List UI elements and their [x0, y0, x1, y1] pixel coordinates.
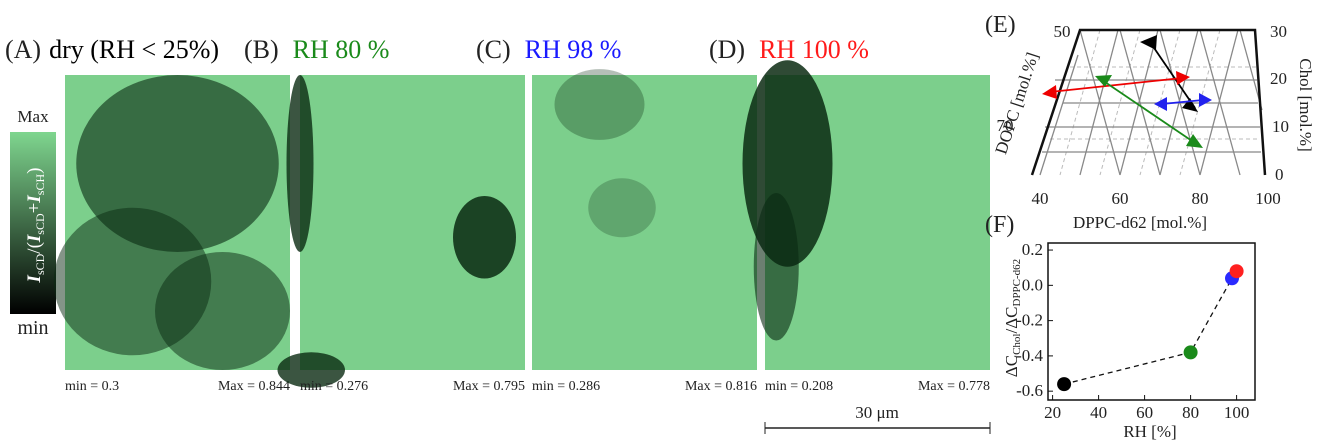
y-tick-label: 0.0 — [1022, 275, 1043, 294]
panel-label: (B) — [244, 35, 279, 64]
micrograph-domain — [286, 75, 314, 252]
y-tick-label: -0.2 — [1016, 311, 1043, 330]
panel-condition: dry (RH < 25%) — [49, 35, 219, 64]
y-axis-label: ΔCChol/ΔCDPPC-d62 — [1002, 259, 1023, 377]
tick-label: 50 — [1054, 22, 1071, 41]
tick-label: 10 — [1272, 117, 1289, 136]
ternary-frame — [1030, 28, 1267, 176]
y-tick-label: -0.6 — [1016, 381, 1043, 400]
max-label: Max = 0.844 — [218, 379, 290, 394]
scale-bar-label: 30 μm — [855, 403, 899, 422]
panel-label: (E) — [985, 12, 1016, 38]
micrograph-domain — [76, 75, 279, 252]
min-label: min = 0.208 — [765, 379, 833, 394]
axis-label: DOPC [mol.%] — [991, 50, 1042, 156]
tick-label: 80 — [1192, 189, 1209, 208]
micrograph — [532, 75, 757, 370]
tick-label: 70 — [997, 116, 1014, 135]
y-tick-label: 0.2 — [1022, 240, 1043, 259]
point — [1229, 264, 1244, 279]
min-label: min = 0.3 — [65, 379, 119, 394]
tick-label: 0 — [1275, 165, 1284, 184]
micrograph-domain — [554, 69, 645, 140]
panel-condition: RH 100 % — [759, 35, 869, 64]
tick-label: 60 — [1112, 189, 1129, 208]
ternary: (E) 50 70 30 20 10 0 40 60 80 100 DPPC-d… — [985, 12, 1315, 232]
tick-label: 100 — [1255, 189, 1281, 208]
point — [1057, 377, 1072, 392]
panel-label: (D) — [709, 35, 745, 64]
x-tick-label: 40 — [1090, 403, 1107, 422]
tick-label: 20 — [1270, 69, 1287, 88]
micrograph-domain — [277, 352, 345, 388]
panel-label: (C) — [476, 35, 511, 64]
ternary-minor-grid — [1050, 29, 1260, 176]
tick-label: 30 — [1270, 22, 1287, 41]
x-tick-label: 80 — [1182, 403, 1199, 422]
axis-label: Chol [mol.%] — [1296, 58, 1315, 152]
y-tick-label: -0.4 — [1016, 346, 1043, 365]
panel-title: (D) RH 100 % — [709, 35, 869, 64]
colorbar-min: min — [17, 317, 48, 339]
axis-label: DPPC-d62 [mol.%] — [1073, 213, 1207, 232]
panel-label: (A) — [5, 35, 41, 64]
x-tick-label: 100 — [1224, 403, 1250, 422]
panel-label: (F) — [985, 212, 1014, 238]
colorbar-label: IsCD/(IsCD+IsCH) — [24, 168, 47, 284]
panel-condition: RH 98 % — [525, 35, 622, 64]
point — [1183, 345, 1198, 360]
chart: (F) RH [%] ΔCChol/ΔCDPPC-d62 20 40 60 80 100… — [985, 212, 1256, 441]
panel-condition: RH 80 % — [293, 35, 390, 64]
min-label: min = 0.276 — [300, 379, 368, 394]
micrograph-domain — [155, 252, 290, 370]
micrograph-domain — [453, 195, 516, 279]
panel-title: (C) RH 98 % — [476, 35, 621, 64]
micrograph-domain — [588, 178, 656, 238]
x-tick-label: 20 — [1044, 403, 1061, 422]
x-axis-label: RH [%] — [1123, 422, 1176, 441]
colorbar-max: Max — [17, 107, 49, 126]
max-label: Max = 0.795 — [453, 379, 525, 394]
max-label: Max = 0.778 — [918, 379, 990, 394]
micrograph-domain — [753, 193, 799, 341]
panel-title: (A) dry (RH < 25%) — [5, 35, 219, 64]
tick-label: 40 — [1032, 189, 1049, 208]
ternary-arrows — [1042, 35, 1212, 148]
panel-title: (B) RH 80 % — [244, 35, 389, 64]
trend-line — [1063, 270, 1238, 385]
max-label: Max = 0.816 — [685, 379, 757, 394]
min-label: min = 0.286 — [532, 379, 600, 394]
colorbar — [10, 132, 56, 314]
plot-frame — [1047, 242, 1256, 401]
x-tick-label: 60 — [1136, 403, 1153, 422]
